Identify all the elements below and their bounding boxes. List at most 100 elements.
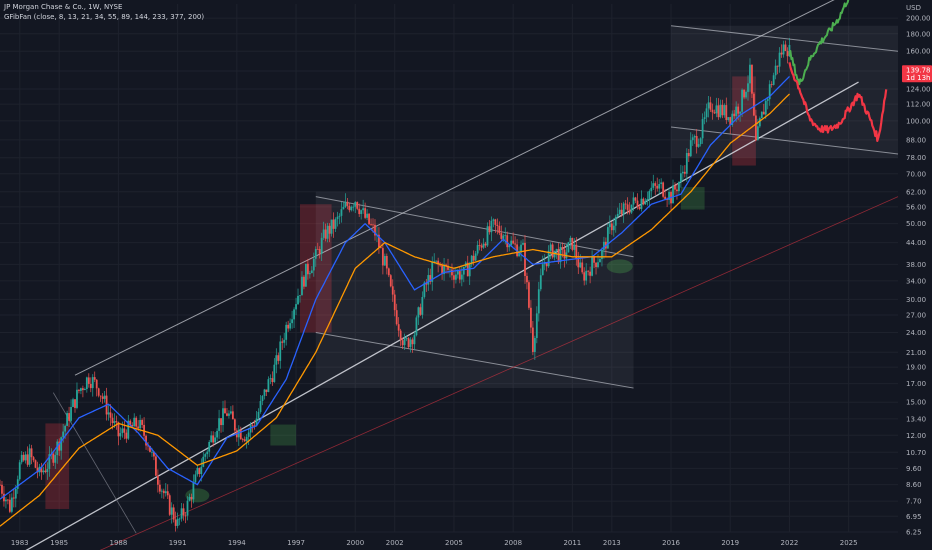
candle-body [687, 153, 690, 157]
candle-body [212, 435, 215, 443]
time-axis[interactable]: 1983 1985 1988 1991 1994 1997 2000 2002 2005 2008… [11, 539, 858, 547]
candle-body [449, 269, 451, 271]
candle-body [648, 191, 651, 199]
candle-body [577, 258, 580, 268]
candle-body [241, 439, 244, 440]
candle-body [243, 439, 246, 442]
candle-body [672, 185, 674, 204]
candle-body [139, 419, 142, 429]
candle-body [222, 408, 224, 426]
candle-body [83, 389, 86, 391]
candle-body [462, 266, 465, 275]
candle-body [160, 490, 163, 492]
candle-body [774, 65, 777, 76]
candle-body [14, 488, 17, 499]
candle-body [685, 153, 688, 174]
candle-body [658, 184, 661, 189]
y-tick-label: 8.60 [906, 481, 922, 489]
candle-body [46, 468, 49, 473]
candle-body [366, 213, 368, 218]
candle-body [772, 75, 775, 85]
candle-body [230, 411, 232, 414]
x-tick-label: 1994 [228, 539, 246, 547]
candle-body [62, 431, 65, 438]
grid-lines [0, 4, 898, 533]
candle-body [137, 426, 140, 429]
candle-body [395, 310, 398, 325]
candle-body [634, 197, 637, 201]
candle-body [220, 418, 222, 426]
candle-body [362, 208, 365, 211]
candle-body [569, 237, 572, 243]
candle-body [293, 309, 295, 320]
price-axis[interactable]: 6.25 6.95 7.70 8.60 9.60 10.70 12.00 13.40 15.00… [906, 4, 931, 537]
candle-body [620, 209, 623, 215]
x-tick-label: 2013 [603, 539, 621, 547]
candle-body [403, 338, 406, 346]
candle-body [585, 270, 588, 281]
candle-body [226, 413, 228, 416]
highlight-ellipse [606, 259, 633, 274]
candle-body [10, 497, 13, 512]
candle-body [713, 112, 716, 114]
x-tick-label: 1988 [110, 539, 128, 547]
candle-body [583, 272, 586, 281]
candle-body [784, 44, 787, 52]
candle-body [411, 339, 414, 345]
candle-body [74, 399, 76, 408]
indicator-title[interactable]: GFibFan (close, 8, 13, 21, 34, 55, 89, 1… [4, 13, 205, 21]
candle-body [482, 243, 485, 248]
candle-body [164, 491, 167, 494]
candle-body [186, 500, 189, 516]
candle-body [72, 399, 74, 407]
symbol-title[interactable]: JP Morgan Chase & Co., 1W, NYSE [4, 3, 123, 11]
candle-body [768, 84, 771, 100]
x-tick-label: 2019 [721, 539, 739, 547]
highlight-zone [671, 25, 898, 158]
candle-body [125, 432, 128, 439]
candle-body [571, 237, 574, 250]
candle-body [624, 203, 627, 205]
candle-body [178, 518, 181, 520]
candle-body [387, 268, 390, 276]
candle-body [95, 379, 98, 389]
candle-body [470, 255, 473, 265]
candle-body [301, 276, 303, 296]
candle-body [312, 258, 315, 271]
candle-body [383, 256, 386, 266]
candle-body [703, 117, 706, 120]
candle-body [741, 89, 743, 112]
candle-body [372, 224, 374, 226]
y-tick-label: 10.70 [906, 449, 926, 457]
candles [0, 37, 791, 532]
candle-body [299, 295, 301, 297]
candle-body [89, 383, 92, 389]
candle-body [455, 274, 457, 280]
y-tick-label: 6.25 [906, 529, 922, 537]
candle-body [413, 335, 416, 345]
candle-body [109, 412, 112, 418]
candle-body [484, 243, 487, 246]
candle-body [247, 432, 250, 437]
candle-body [557, 248, 560, 263]
candle-body [153, 451, 155, 457]
candle-body [644, 200, 647, 205]
candle-body [76, 389, 78, 408]
candle-body [210, 435, 213, 442]
candle-body [358, 208, 361, 215]
candle-body [433, 261, 436, 263]
candle-body [715, 105, 718, 114]
candle-body [133, 417, 136, 427]
candle-body [618, 209, 621, 214]
candle-body [490, 220, 493, 233]
candle-body [747, 83, 749, 92]
x-tick-label: 1997 [287, 539, 305, 547]
candle-body [453, 275, 455, 280]
candle-body [107, 412, 110, 415]
candle-body [421, 296, 424, 315]
candle-body [48, 454, 51, 469]
candle-body [158, 484, 161, 492]
candle-body [474, 253, 477, 261]
candle-body [265, 389, 268, 392]
